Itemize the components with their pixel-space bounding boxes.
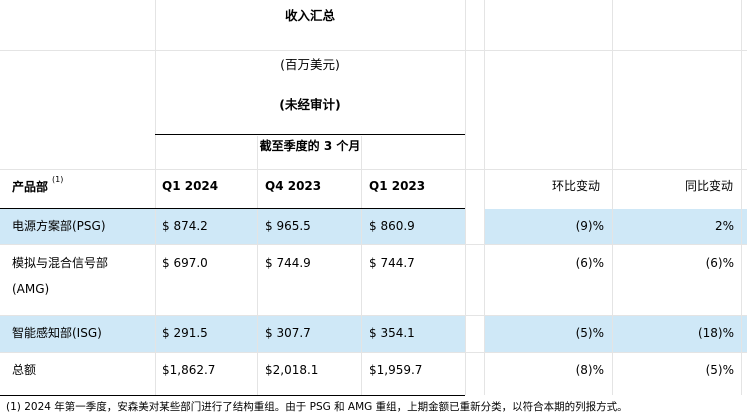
- col-header-q1-2024: Q1 2024: [162, 179, 219, 193]
- row-isg-qoq: (5)%: [575, 326, 604, 340]
- row-amg-name-line2: (AMG): [12, 282, 50, 296]
- row-isg-q1-2024: $ 291.5: [162, 326, 208, 340]
- row-psg-qoq: (9)%: [575, 219, 604, 233]
- row-amg-q1-2024: $ 697.0: [162, 256, 208, 270]
- row-isg-name: 智能感知部(ISG): [12, 326, 102, 340]
- row-psg-q1-2024: $ 874.2: [162, 219, 208, 233]
- row-amg-q4-2023: $ 744.9: [265, 256, 311, 270]
- period-label: 截至季度的 3 个月: [259, 139, 361, 153]
- footnote-ref: (1): [52, 175, 64, 184]
- segment-header-label: 产品部: [12, 180, 49, 194]
- row-psg-name: 电源方案部(PSG): [12, 219, 106, 233]
- audit-label: (未经审计): [279, 97, 341, 112]
- row-psg-q4-2023: $ 965.5: [265, 219, 311, 233]
- row-total-yoy: (5)%: [705, 363, 734, 377]
- row-total-q1-2024: $1,862.7: [162, 363, 216, 377]
- col-header-yoy: 同比变动: [684, 179, 733, 193]
- row-psg-yoy: 2%: [714, 219, 734, 233]
- row-amg-qoq: (6)%: [575, 256, 604, 270]
- row-amg-yoy: (6)%: [705, 256, 734, 270]
- row-total-qoq: (8)%: [575, 363, 604, 377]
- row-band-isg: [0, 315, 747, 352]
- row-isg-q1-2023: $ 354.1: [369, 326, 415, 340]
- row-psg-q1-2023: $ 860.9: [369, 219, 415, 233]
- row-band-psg: [0, 209, 747, 244]
- row-amg-q1-2023: $ 744.7: [369, 256, 415, 270]
- row-isg-yoy: (18)%: [697, 326, 734, 340]
- unit-label: (百万美元): [280, 57, 340, 72]
- row-total-name: 总额: [12, 363, 37, 377]
- footnote: (1) 2024 年第一季度，安森美对某些部门进行了结构重组。由于 PSG 和 …: [6, 401, 628, 413]
- row-amg-name-line1: 模拟与混合信号部: [12, 256, 109, 270]
- col-header-q4-2023: Q4 2023: [265, 179, 322, 193]
- segment-header: 产品部(1): [12, 175, 63, 195]
- table-title: 收入汇总: [284, 8, 335, 23]
- row-total-q4-2023: $2,018.1: [265, 363, 319, 377]
- row-isg-q4-2023: $ 307.7: [265, 326, 311, 340]
- col-header-q1-2023: Q1 2023: [369, 179, 426, 193]
- col-header-qoq: 环比变动: [551, 179, 600, 193]
- row-total-q1-2023: $1,959.7: [369, 363, 423, 377]
